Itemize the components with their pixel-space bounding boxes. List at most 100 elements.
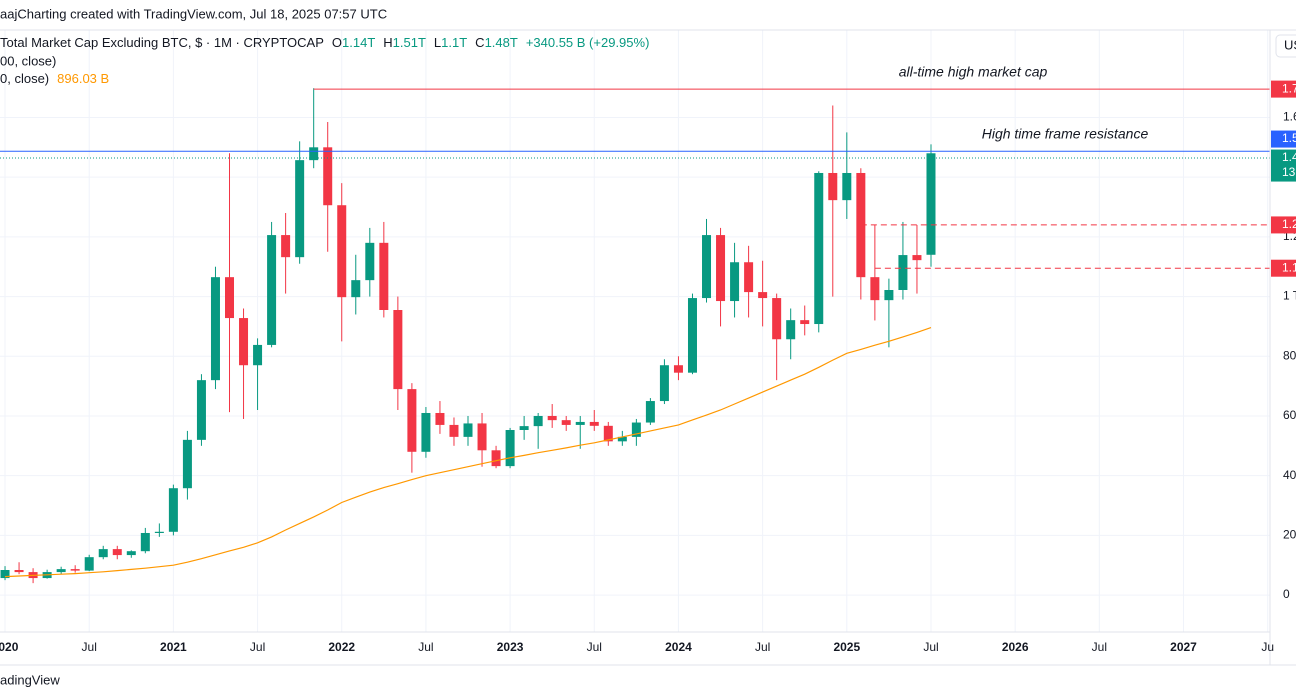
candle-body xyxy=(182,439,192,489)
candle-body xyxy=(772,298,782,340)
candle-body xyxy=(673,365,683,373)
candle-body xyxy=(365,242,375,281)
candle-body xyxy=(309,147,319,161)
c-label: C xyxy=(475,35,484,50)
price-label: 1.4 xyxy=(1282,150,1296,164)
candle-body xyxy=(898,255,908,290)
candle-body xyxy=(645,401,655,423)
x-tick-label: Ju xyxy=(1261,640,1274,654)
candle-body xyxy=(505,430,515,467)
indicator-legend: 00, close) xyxy=(0,53,56,68)
x-tick-label: 2022 xyxy=(328,640,355,654)
candle-body xyxy=(421,412,431,452)
candle-body xyxy=(168,488,178,532)
annotation: High time frame resistance xyxy=(982,126,1149,142)
candle-body xyxy=(519,426,529,430)
candle-body xyxy=(154,531,164,533)
candle-body xyxy=(926,153,936,255)
candle-body xyxy=(70,569,80,571)
candle-body xyxy=(575,421,585,425)
candle-body xyxy=(730,262,740,302)
candle-body xyxy=(435,412,445,425)
x-tick-label: Jul xyxy=(755,640,770,654)
candle-body xyxy=(351,280,361,298)
o-label: O xyxy=(332,35,342,50)
y-tick-label: 400 xyxy=(1283,468,1296,482)
candle-body xyxy=(112,549,122,556)
candle-body xyxy=(870,277,880,301)
candle-body xyxy=(561,420,571,425)
plot xyxy=(0,88,1270,584)
currency[interactable]: US xyxy=(1284,37,1296,52)
candle-body xyxy=(786,320,796,340)
x-tick-label: 2027 xyxy=(1170,640,1197,654)
candle-body xyxy=(337,205,347,298)
x-tick-label: Jul xyxy=(1092,640,1107,654)
price-label: 1.2 xyxy=(1282,217,1296,231)
candle-body xyxy=(281,235,291,258)
candle-body xyxy=(0,570,10,579)
candle-body xyxy=(295,160,305,258)
grid xyxy=(0,30,1270,632)
candle-body xyxy=(323,147,333,206)
countdown: 13 xyxy=(1282,165,1296,179)
x-tick-label: 2021 xyxy=(160,640,187,654)
change: +340.55 B (+29.95%) xyxy=(526,35,650,50)
x-tick-label: Jul xyxy=(250,640,265,654)
x-tick-label: Jul xyxy=(82,640,97,654)
h-value: 1.51T xyxy=(393,35,426,50)
price-label-box xyxy=(1271,259,1296,277)
price-label-box xyxy=(1271,149,1296,182)
y-tick-label: 1.6 xyxy=(1283,110,1296,124)
candle-body xyxy=(449,424,459,437)
candle-body xyxy=(842,172,852,201)
candle-body xyxy=(687,298,697,373)
price-label-box xyxy=(1271,216,1296,234)
ma-legend: 0, close) 896.03 B xyxy=(0,71,109,86)
candle-body xyxy=(491,450,501,467)
l-label: L xyxy=(434,35,441,50)
x-tick-label: 2020 xyxy=(0,640,19,654)
price-label: 1.5 xyxy=(1282,131,1296,145)
x-tick-label: 2023 xyxy=(497,640,524,654)
x-tick-label: Jul xyxy=(587,640,602,654)
candle-body xyxy=(477,423,487,451)
footer-logo: adingView xyxy=(0,672,60,687)
x-tick-label: 2025 xyxy=(833,640,860,654)
candle-body xyxy=(196,380,206,440)
candle-body xyxy=(140,532,150,552)
candle-body xyxy=(267,235,277,345)
y-tick-label: 1 T xyxy=(1283,289,1296,303)
y-tick-label: 0 xyxy=(1283,587,1290,601)
currency-button[interactable] xyxy=(1275,34,1296,58)
o-value: 1.14T xyxy=(342,35,375,50)
candle-body xyxy=(800,320,810,325)
x-tick-label: 2024 xyxy=(665,640,692,654)
candle-body xyxy=(617,436,627,442)
candle-body xyxy=(589,421,599,426)
price-label: 1.7 xyxy=(1282,81,1296,95)
l-value: 1.1T xyxy=(441,35,467,50)
candle-body xyxy=(631,422,641,437)
ma-value: 896.03 B xyxy=(57,71,109,86)
candle-body xyxy=(744,262,754,293)
symbol: Total Market Cap Excluding BTC, $ · 1M ·… xyxy=(0,35,324,50)
c-value: 1.48T xyxy=(485,35,518,50)
candle-body xyxy=(758,292,768,299)
candle-body xyxy=(884,290,894,301)
candle-body xyxy=(126,551,136,556)
candle-body xyxy=(463,423,473,437)
y-tick-label: 200 xyxy=(1283,528,1296,542)
candle-body xyxy=(98,549,108,558)
candle-body xyxy=(56,569,66,573)
candle-body xyxy=(253,344,263,366)
x-tick-label: 2026 xyxy=(1002,640,1029,654)
candle-body xyxy=(533,415,543,427)
candle-body xyxy=(547,415,557,421)
axes: 0 200 400 600 800 1 T 1.2 1.4 1.6 2020 Jul 2021 Jul 2… xyxy=(0,80,1296,654)
h-label: H xyxy=(383,35,392,50)
annotation: all-time high market cap xyxy=(899,64,1048,80)
candle-body xyxy=(828,172,838,201)
candle-body xyxy=(225,277,235,319)
